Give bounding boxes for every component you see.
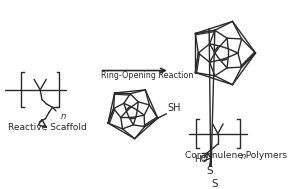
Text: Reactive Scaffold: Reactive Scaffold [8,123,87,132]
Text: Ring-Opening Reaction: Ring-Opening Reaction [101,70,193,80]
Text: S: S [212,179,218,189]
Text: SH: SH [167,103,180,113]
Text: n: n [61,112,66,121]
Text: Corannulene Polymers: Corannulene Polymers [185,151,288,160]
Text: n: n [241,152,246,161]
Text: HO: HO [194,155,208,164]
Text: S: S [207,166,213,176]
